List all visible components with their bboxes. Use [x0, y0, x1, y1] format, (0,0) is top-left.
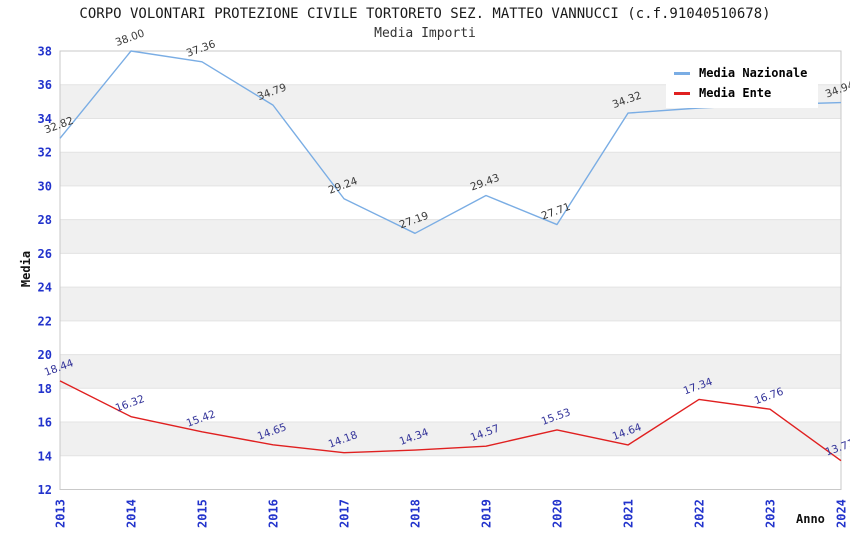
y-tick-label: 22	[38, 314, 52, 328]
x-tick-label: 2013	[54, 499, 68, 528]
grid-band	[60, 287, 841, 321]
grid-band	[60, 118, 841, 153]
legend-swatch-red-line-icon	[674, 91, 690, 95]
legend: Media Nazionale Media Ente	[666, 58, 818, 108]
y-tick-label: 18	[38, 382, 52, 396]
x-tick-label: 2020	[551, 499, 565, 528]
plot-border	[59, 50, 842, 490]
x-tick-label: 2023	[764, 499, 778, 528]
x-tick-label: 2017	[338, 499, 352, 528]
legend-item-media-nazionale: Media Nazionale	[674, 63, 816, 83]
y-tick-label: 34	[38, 112, 52, 126]
y-tick-label: 24	[38, 281, 52, 295]
grid-band	[60, 422, 841, 456]
y-tick-label: 14	[38, 449, 52, 463]
y-tick-label: 36	[38, 78, 52, 92]
x-tick-label: 2022	[693, 499, 707, 528]
grid-band	[60, 253, 841, 288]
legend-swatch-blue-line-icon	[674, 71, 690, 75]
y-tick-label: 30	[38, 179, 52, 193]
x-tick-label: 2015	[196, 499, 210, 528]
x-axis-label: Anno	[796, 512, 825, 526]
x-tick-label: 2019	[480, 499, 494, 528]
legend-label-media-nazionale: Media Nazionale	[699, 66, 808, 80]
x-tick-label: 2014	[125, 499, 139, 528]
legend-item-media-ente: Media Ente	[674, 83, 816, 103]
grid-band	[60, 455, 841, 490]
y-tick-label: 28	[38, 213, 52, 227]
y-tick-label: 20	[38, 348, 52, 362]
chart-title: CORPO VOLONTARI PROTEZIONE CIVILE TORTOR…	[79, 6, 771, 22]
grid-band	[60, 320, 841, 355]
x-tick-label: 2018	[409, 499, 423, 528]
grid-band	[60, 388, 841, 423]
grid-band	[60, 354, 841, 389]
x-tick-label: 2021	[622, 499, 636, 528]
chart-subtitle: Media Importi	[374, 26, 476, 41]
series-line-media-ente	[59, 380, 842, 462]
grid-band	[60, 152, 841, 186]
x-tick-label: 2016	[267, 499, 281, 528]
x-tick-label: 2024	[835, 499, 849, 528]
y-tick-label: 16	[38, 416, 52, 430]
y-tick-label: 32	[38, 146, 52, 160]
legend-label-media-ente: Media Ente	[699, 86, 772, 100]
y-tick-label: 12	[38, 483, 52, 497]
data-label: 38.00	[114, 27, 146, 49]
y-tick-label: 38	[38, 45, 52, 59]
y-tick-label: 26	[38, 247, 52, 261]
grid-band	[60, 219, 841, 254]
